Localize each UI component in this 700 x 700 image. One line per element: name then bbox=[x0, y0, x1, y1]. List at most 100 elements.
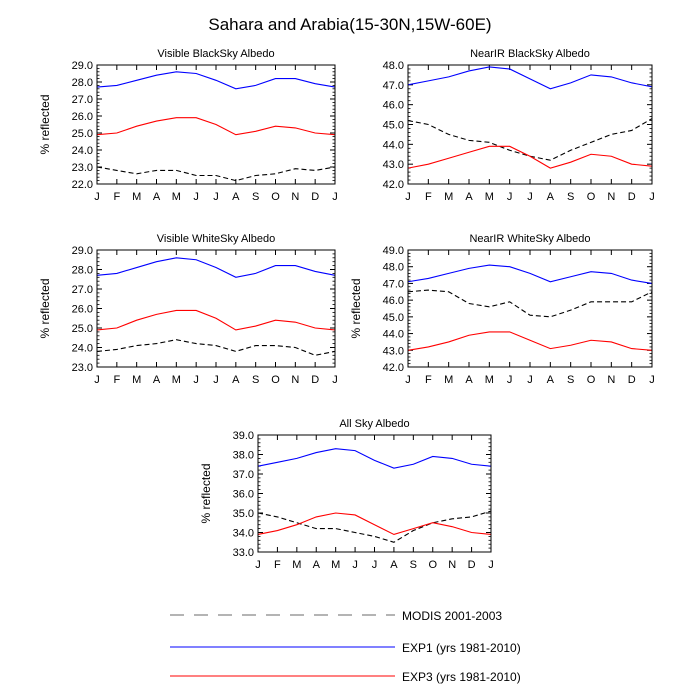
x-tick-label: J bbox=[372, 559, 378, 571]
x-tick-label: F bbox=[425, 374, 432, 386]
y-tick-label: 25.0 bbox=[72, 128, 93, 140]
series-line-2 bbox=[96, 257, 336, 278]
x-tick-label: A bbox=[232, 191, 240, 203]
legend-item-3: EXP3 (yrs 1981-2010) bbox=[170, 670, 521, 684]
x-tick-label: J bbox=[405, 191, 411, 203]
y-tick-label: 46.0 bbox=[383, 100, 404, 112]
x-tick-label: M bbox=[485, 374, 494, 386]
series-line-1 bbox=[407, 118, 653, 161]
x-tick-label: D bbox=[628, 374, 636, 386]
y-tick-label: 24.0 bbox=[72, 145, 93, 157]
y-tick-label: 35.0 bbox=[233, 508, 254, 520]
x-tick-label: O bbox=[428, 559, 437, 571]
plot-frame bbox=[96, 64, 336, 185]
series-line-1 bbox=[257, 510, 492, 543]
x-tick-label: A bbox=[153, 191, 161, 203]
y-tick-label: 27.0 bbox=[72, 284, 93, 296]
y-tick-label: 27.0 bbox=[72, 94, 93, 106]
y-tick-label: 24.0 bbox=[72, 343, 93, 355]
x-tick-label: F bbox=[274, 559, 281, 571]
x-tick-label: A bbox=[390, 559, 398, 571]
chart-panel-3: Visible WhiteSky Albedo % reflected 23.0 24… bbox=[38, 233, 338, 386]
x-tick-label: M bbox=[132, 374, 141, 386]
x-tick-label: A bbox=[465, 191, 473, 203]
legend-label: MODIS 2001-2003 bbox=[402, 609, 502, 623]
x-tick-label: J bbox=[649, 374, 655, 386]
y-tick-label: 23.0 bbox=[72, 362, 93, 374]
x-tick-label: J bbox=[352, 559, 358, 571]
x-tick-label: J bbox=[507, 374, 513, 386]
y-tick-label: 29.0 bbox=[72, 245, 93, 257]
y-axis-label: % reflected bbox=[38, 94, 52, 154]
series-line-1 bbox=[407, 289, 653, 318]
x-tick-label: J bbox=[255, 559, 261, 571]
y-axis-label: % reflected bbox=[38, 278, 52, 338]
x-tick-label: S bbox=[567, 374, 574, 386]
x-tick-label: F bbox=[425, 191, 432, 203]
panel-title: NearIR BlackSky Albedo bbox=[470, 48, 590, 60]
y-tick-label: 44.0 bbox=[383, 329, 404, 341]
x-tick-label: J bbox=[94, 374, 100, 386]
y-tick-label: 26.0 bbox=[72, 111, 93, 123]
y-tick-label: 22.0 bbox=[72, 179, 93, 191]
figure-title: Sahara and Arabia(15-30N,15W-60E) bbox=[208, 15, 491, 34]
x-tick-label: J bbox=[488, 559, 494, 571]
legend: MODIS 2001-2003 EXP1 (yrs 1981-2010) EXP3 … bbox=[170, 609, 521, 684]
x-tick-label: O bbox=[587, 191, 596, 203]
y-tick-label: 48.0 bbox=[383, 60, 404, 72]
x-tick-label: O bbox=[271, 191, 280, 203]
series-line-3 bbox=[407, 331, 653, 351]
x-tick-label: A bbox=[153, 374, 161, 386]
x-tick-label: J bbox=[193, 191, 199, 203]
x-tick-label: J bbox=[507, 191, 513, 203]
panels-group: Visible BlackSky Albedo % reflected 22.0 23… bbox=[38, 48, 655, 571]
panel-title: All Sky Albedo bbox=[339, 418, 409, 430]
y-tick-label: 38.0 bbox=[233, 450, 254, 462]
legend-item-1: MODIS 2001-2003 bbox=[170, 609, 502, 623]
y-tick-label: 42.0 bbox=[383, 179, 404, 191]
x-tick-label: A bbox=[547, 191, 555, 203]
x-tick-label: M bbox=[172, 191, 181, 203]
y-tick-label: 47.0 bbox=[383, 80, 404, 92]
x-tick-label: D bbox=[468, 559, 476, 571]
x-tick-label: S bbox=[567, 191, 574, 203]
x-tick-label: N bbox=[291, 191, 299, 203]
x-tick-label: A bbox=[232, 374, 240, 386]
x-tick-label: D bbox=[628, 191, 636, 203]
y-tick-label: 46.0 bbox=[383, 295, 404, 307]
x-tick-label: M bbox=[485, 191, 494, 203]
x-tick-label: D bbox=[311, 191, 319, 203]
x-tick-label: M bbox=[292, 559, 301, 571]
x-tick-label: J bbox=[332, 191, 338, 203]
y-tick-label: 28.0 bbox=[72, 265, 93, 277]
x-tick-label: N bbox=[291, 374, 299, 386]
x-tick-label: O bbox=[587, 374, 596, 386]
y-tick-label: 47.0 bbox=[383, 278, 404, 290]
x-tick-label: J bbox=[213, 374, 219, 386]
x-tick-label: M bbox=[132, 191, 141, 203]
panel-title: Visible WhiteSky Albedo bbox=[157, 233, 275, 245]
y-tick-label: 39.0 bbox=[233, 430, 254, 442]
series-line-3 bbox=[96, 117, 336, 136]
x-tick-label: J bbox=[649, 191, 655, 203]
chart-panel-1: Visible BlackSky Albedo % reflected 22.0 23… bbox=[38, 48, 338, 203]
series-line-3 bbox=[96, 309, 336, 331]
legend-label: EXP1 (yrs 1981-2010) bbox=[402, 641, 521, 655]
y-tick-label: 34.0 bbox=[233, 528, 254, 540]
x-tick-label: S bbox=[410, 559, 417, 571]
y-tick-label: 44.0 bbox=[383, 139, 404, 151]
x-tick-label: A bbox=[465, 374, 473, 386]
series-line-2 bbox=[407, 66, 653, 90]
y-axis-label: % reflected bbox=[349, 278, 363, 338]
y-tick-label: 45.0 bbox=[383, 312, 404, 324]
plot-frame bbox=[96, 249, 336, 368]
x-tick-label: N bbox=[448, 559, 456, 571]
y-tick-label: 37.0 bbox=[233, 469, 254, 481]
x-tick-label: M bbox=[331, 559, 340, 571]
chart-panel-4: NearIR WhiteSky Albedo % reflected 42.0 43.… bbox=[349, 233, 655, 386]
x-tick-label: J bbox=[527, 191, 533, 203]
series-line-3 bbox=[257, 512, 492, 536]
plot-frame bbox=[407, 64, 653, 185]
y-tick-label: 36.0 bbox=[233, 489, 254, 501]
x-tick-label: A bbox=[313, 559, 321, 571]
